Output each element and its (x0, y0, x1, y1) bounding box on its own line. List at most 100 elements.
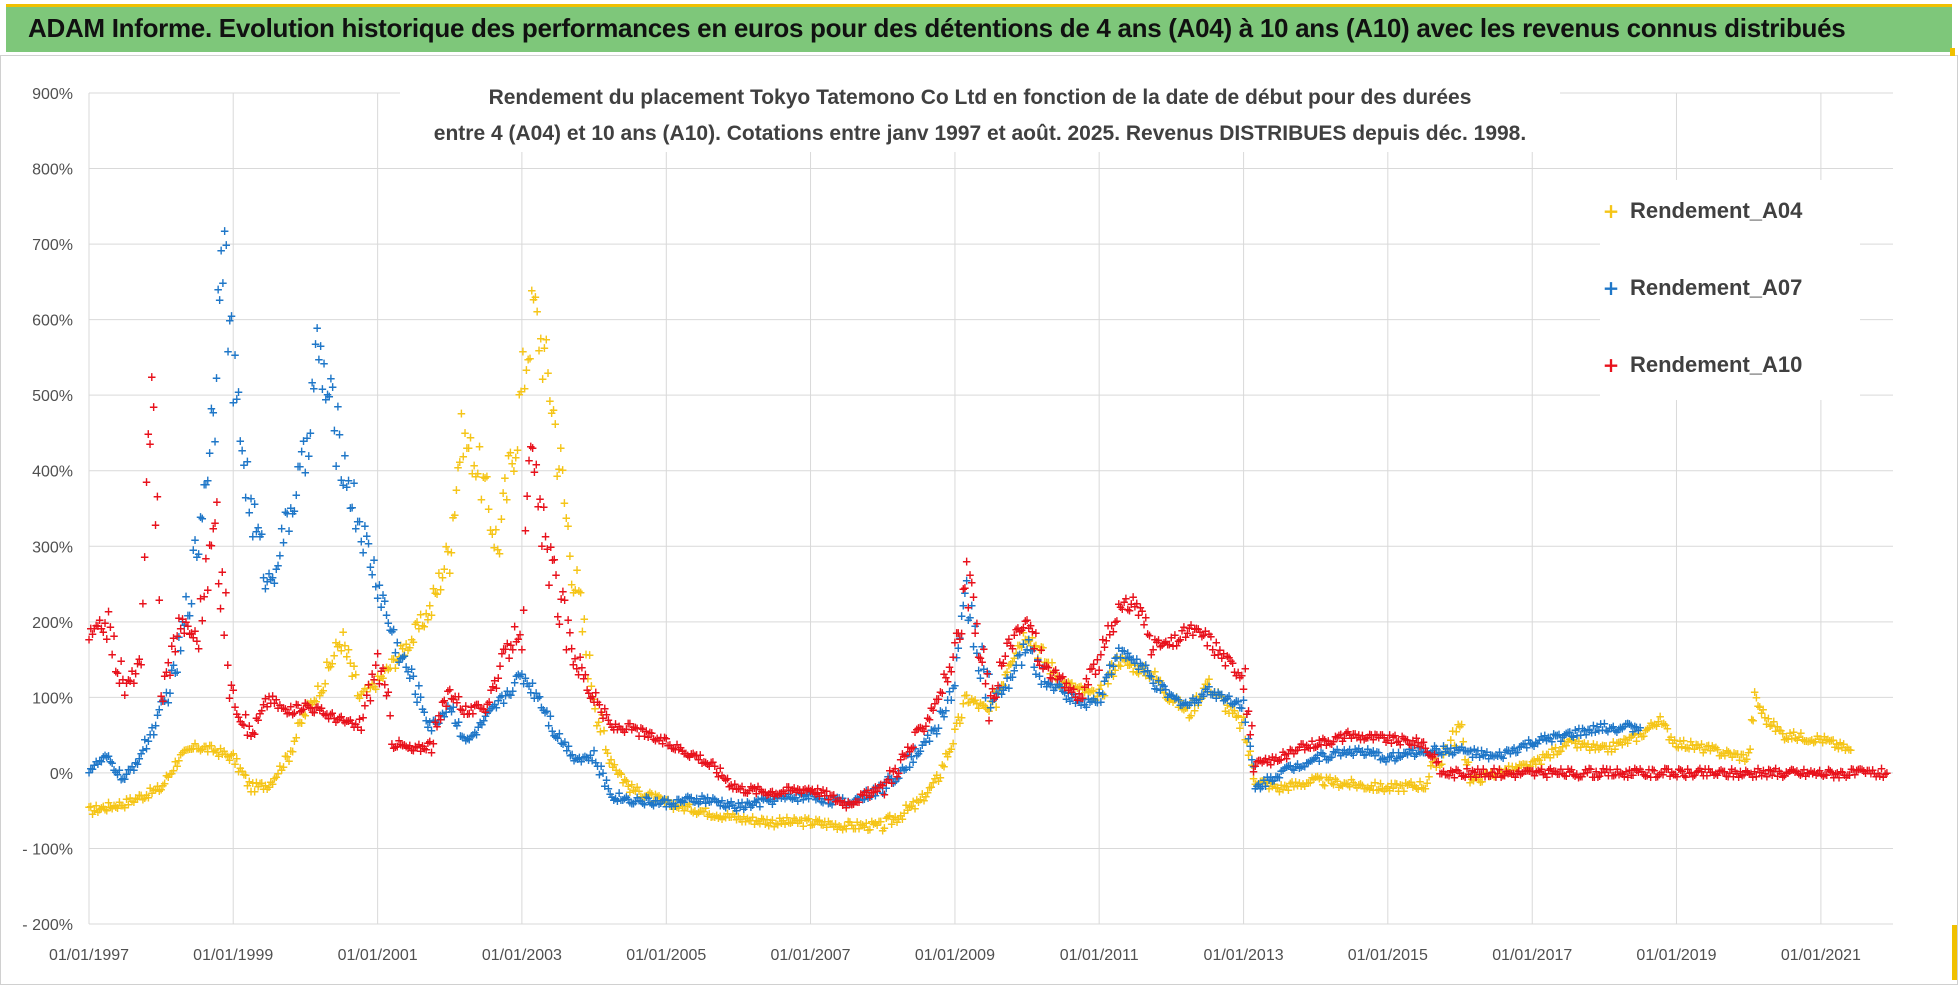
data-point: + (1247, 753, 1257, 767)
data-point: + (1372, 783, 1382, 797)
data-point: + (818, 818, 828, 832)
data-point: + (1271, 781, 1281, 795)
data-point: + (728, 798, 738, 812)
data-point: + (629, 796, 639, 810)
data-point: + (1166, 688, 1176, 702)
data-point: + (838, 823, 848, 837)
data-point: + (757, 812, 767, 826)
data-point: + (1031, 667, 1041, 681)
data-point: + (1029, 639, 1039, 653)
data-point: + (1451, 725, 1461, 739)
data-point: + (469, 458, 479, 472)
data-point: + (594, 715, 604, 729)
data-point: + (1071, 696, 1081, 710)
data-point: + (338, 478, 348, 492)
data-point: + (165, 668, 175, 682)
data-point: + (1237, 701, 1247, 715)
data-point: + (560, 593, 570, 607)
data-point: + (131, 756, 141, 770)
data-point: + (1004, 681, 1014, 695)
data-point: + (584, 753, 594, 767)
data-point: + (1846, 743, 1856, 757)
data-point: + (1197, 687, 1207, 701)
data-point: + (203, 583, 213, 597)
data-point: + (1370, 748, 1380, 762)
data-point: + (726, 810, 736, 824)
data-point: + (1576, 740, 1586, 754)
data-point: + (1200, 677, 1210, 691)
data-point: + (613, 767, 623, 781)
data-point: + (553, 731, 563, 745)
data-point: + (1529, 753, 1539, 767)
data-point: + (782, 790, 792, 804)
data-point: + (516, 385, 526, 399)
data-point: + (764, 818, 774, 832)
data-point: + (104, 604, 114, 618)
data-point: + (548, 403, 558, 417)
data-point: + (140, 791, 150, 805)
data-point: + (1825, 734, 1835, 748)
data-point: + (1783, 732, 1793, 746)
data-point: + (1311, 770, 1321, 784)
data-point: + (172, 759, 182, 773)
data-point: + (919, 734, 929, 748)
data-point: + (1598, 739, 1608, 753)
data-point: + (392, 653, 402, 667)
data-point: + (322, 655, 332, 669)
data-point: + (210, 434, 220, 448)
data-point: + (1644, 721, 1654, 735)
data-point: + (220, 224, 230, 238)
data-point: + (641, 789, 651, 803)
data-point: + (1623, 736, 1633, 750)
data-point: + (1154, 674, 1164, 688)
data-point: + (963, 695, 973, 709)
data-point: + (307, 698, 317, 712)
data-point: + (551, 730, 561, 744)
data-point: + (919, 794, 929, 808)
data-point: + (793, 816, 803, 830)
data-point: + (1132, 665, 1142, 679)
data-point: + (210, 516, 220, 530)
data-point: + (1213, 685, 1223, 699)
data-point: + (1714, 748, 1724, 762)
data-point: + (1034, 669, 1044, 683)
data-point: + (1505, 766, 1515, 780)
data-point: + (248, 776, 258, 790)
data-point: + (1642, 722, 1652, 736)
data-point: + (663, 793, 673, 807)
data-point: + (839, 819, 849, 833)
data-point: + (573, 752, 583, 766)
data-point: + (1835, 735, 1845, 749)
data-point: + (1402, 778, 1412, 792)
data-point: + (118, 772, 128, 786)
data-point: + (1126, 657, 1136, 671)
data-point: + (1184, 711, 1194, 725)
data-point: + (1370, 775, 1380, 789)
data-point: + (957, 627, 967, 641)
data-point: + (1533, 752, 1543, 766)
data-point: + (237, 764, 247, 778)
data-point: + (1406, 775, 1416, 789)
data-point: + (1554, 744, 1564, 758)
data-point: + (436, 582, 446, 596)
y-tick-label: 700% (32, 237, 73, 254)
data-point: + (195, 510, 205, 524)
data-point: + (412, 695, 422, 709)
data-point: + (1101, 670, 1111, 684)
data-point: + (149, 783, 159, 797)
data-point: + (746, 813, 756, 827)
data-point: + (1796, 726, 1806, 740)
data-point: + (1574, 734, 1584, 748)
data-point: + (784, 787, 794, 801)
data-point: + (829, 790, 839, 804)
data-point: + (1345, 780, 1355, 794)
data-point: + (1742, 752, 1752, 766)
data-point: + (1276, 764, 1286, 778)
data-point: + (1262, 776, 1272, 790)
data-point: + (888, 776, 898, 790)
data-point: + (226, 748, 236, 762)
data-point: + (843, 815, 853, 829)
data-point: + (805, 818, 815, 832)
data-point: + (634, 793, 644, 807)
data-point: + (858, 793, 868, 807)
